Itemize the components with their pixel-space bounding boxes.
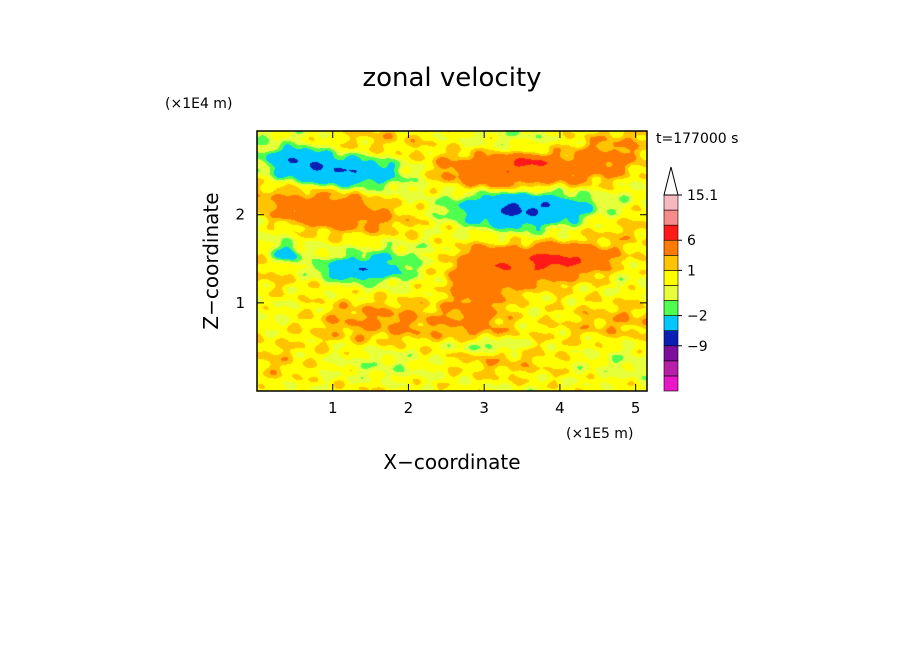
x-axis-ticks: 1 2 3 4 5	[328, 131, 640, 417]
x-tick-label: 4	[555, 399, 565, 417]
x-tick-label: 2	[404, 399, 414, 417]
x-axis-label: X−coordinate	[383, 450, 520, 474]
colorbar: 15.1 6 1 −2 −9	[663, 166, 718, 392]
colorbar-cell	[663, 285, 679, 301]
colorbar-label: 6	[687, 233, 696, 249]
colorbar-label: −2	[687, 309, 708, 325]
colorbar-cell	[663, 209, 679, 226]
colorbar-labels: 15.1 6 1 −2 −9	[678, 188, 718, 355]
time-label: t=177000 s	[656, 131, 738, 147]
x-tick-label: 1	[328, 399, 338, 417]
x-tick-label: 3	[479, 399, 489, 417]
y-axis-ticks: 12	[235, 206, 647, 312]
colorbar-cells	[663, 194, 679, 392]
colorbar-cell	[663, 194, 679, 211]
x-tick-label: 5	[631, 399, 641, 417]
colorbar-cell	[663, 255, 679, 271]
y-tick-label: 2	[235, 206, 245, 224]
velocity-field	[257, 131, 647, 391]
colorbar-cell	[663, 239, 679, 256]
chart-title: zonal velocity	[362, 63, 541, 93]
colorbar-cell	[663, 375, 679, 392]
colorbar-cell	[663, 224, 679, 241]
plot-frame	[256, 130, 648, 392]
y-axis-label: Z−coordinate	[199, 192, 223, 329]
colorbar-cell	[663, 300, 679, 316]
colorbar-label: 1	[687, 263, 696, 279]
x-unit-label: (×1E5 m)	[566, 426, 633, 442]
colorbar-arrow	[663, 166, 679, 196]
colorbar-cell	[663, 345, 679, 362]
colorbar-label: 15.1	[687, 188, 718, 204]
colorbar-cell	[663, 270, 679, 286]
colorbar-cell	[663, 330, 679, 347]
colorbar-cell	[663, 360, 679, 377]
colorbar-cell	[663, 315, 679, 331]
y-unit-label: (×1E4 m)	[165, 96, 232, 112]
y-tick-label: 1	[235, 294, 245, 312]
colorbar-label: −9	[687, 339, 708, 355]
